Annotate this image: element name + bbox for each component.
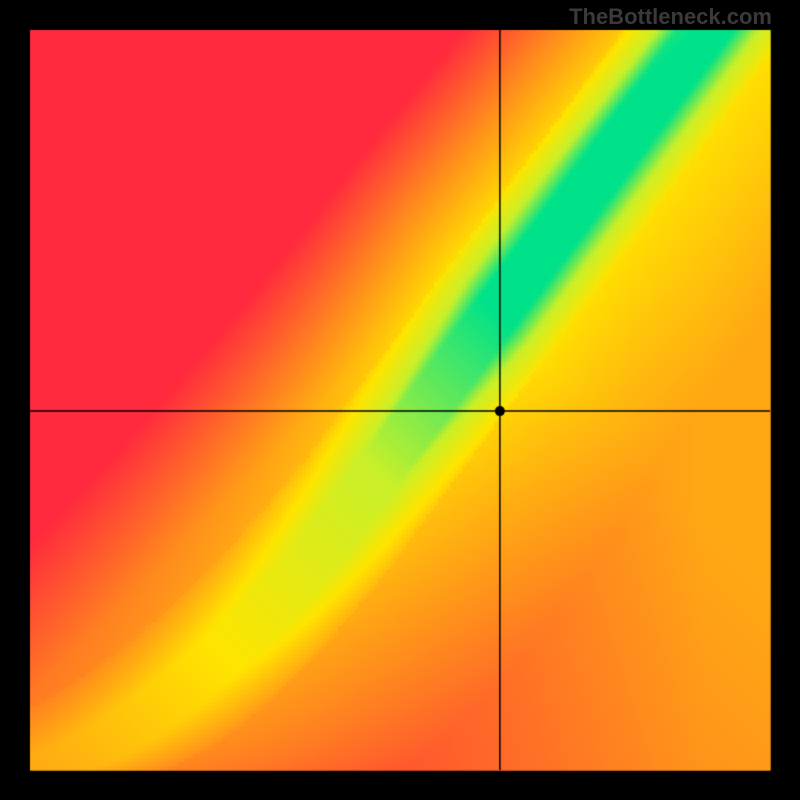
chart-container: TheBottleneck.com <box>0 0 800 800</box>
watermark-text: TheBottleneck.com <box>569 4 772 30</box>
heatmap-canvas <box>0 0 800 800</box>
